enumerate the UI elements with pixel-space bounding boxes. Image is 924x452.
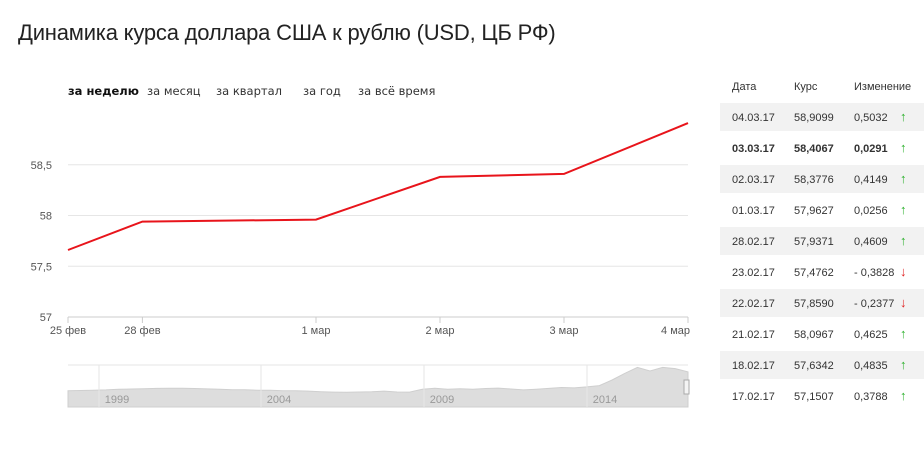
row-rate: 57,6342 — [794, 360, 834, 372]
row-change: 0,4625 — [854, 329, 888, 341]
period-quarter[interactable]: за квартал — [216, 84, 282, 98]
table-row: 23.02.17 57,4762 - 0,3828 ↓ — [720, 258, 924, 289]
row-change: 0,0291 — [854, 143, 888, 155]
table-row: 01.03.17 57,9627 0,0256 ↑ — [720, 196, 924, 227]
x-tick-label: 1 мар — [302, 325, 331, 337]
rate-table: Дата Курс Изменение 04.03.17 58,9099 0,503… — [720, 75, 924, 413]
row-rate: 57,4762 — [794, 267, 834, 279]
row-rate: 58,3776 — [794, 174, 834, 186]
row-date: 03.03.17 — [732, 143, 775, 155]
table-row: 28.02.17 57,9371 0,4609 ↑ — [720, 227, 924, 258]
row-change: 0,4609 — [854, 236, 888, 248]
arrow-up-icon: ↑ — [900, 357, 907, 372]
header-rate[interactable]: Курс — [794, 81, 818, 93]
y-axis-ticks: 57 57,5 58 58,5 — [31, 160, 52, 324]
table-header: Дата Курс Изменение — [720, 75, 924, 103]
navigator-handle — [683, 379, 690, 395]
row-change: 0,5032 — [854, 112, 888, 124]
table-row: 17.02.17 57,1507 0,3788 ↑ — [720, 382, 924, 413]
row-rate: 57,8590 — [794, 298, 834, 310]
row-rate: 57,1507 — [794, 391, 834, 403]
row-change: 0,4835 — [854, 360, 888, 372]
row-date: 21.02.17 — [732, 329, 775, 341]
period-all-time[interactable]: за всё время — [358, 84, 436, 98]
table-row: 02.03.17 58,3776 0,4149 ↑ — [720, 165, 924, 196]
series-line — [67, 122, 689, 251]
row-change: 0,0256 — [854, 205, 888, 217]
navigator-area — [67, 366, 689, 408]
x-tick-label: 28 фев — [124, 325, 160, 337]
row-rate: 58,9099 — [794, 112, 834, 124]
x-tick-label: 3 мар — [550, 325, 579, 337]
arrow-up-icon: ↑ — [900, 326, 907, 341]
arrow-down-icon: ↓ — [900, 264, 907, 279]
row-date: 23.02.17 — [732, 267, 775, 279]
usd-rub-chart: 57 57,5 58 58,5 25 фев 28 фев 1 мар 2 мар 3 мар… — [31, 122, 690, 408]
arrow-up-icon: ↑ — [900, 388, 907, 403]
x-tick-label: 25 фев — [50, 325, 86, 337]
x-tick-label: 2 мар — [426, 325, 455, 337]
row-rate: 57,9627 — [794, 205, 834, 217]
navigator-label: 2009 — [430, 394, 454, 406]
header-change[interactable]: Изменение — [854, 81, 912, 93]
row-change: - 0,2377 — [854, 298, 895, 310]
header-date[interactable]: Дата — [732, 81, 757, 93]
row-change: 0,4149 — [854, 174, 888, 186]
arrow-up-icon: ↑ — [900, 109, 907, 124]
table-row: 18.02.17 57,6342 0,4835 ↑ — [720, 351, 924, 382]
chart-grid — [68, 164, 688, 318]
row-date: 04.03.17 — [732, 112, 775, 124]
period-week[interactable]: за неделю — [68, 84, 139, 98]
x-axis-ticks: 25 фев 28 фев 1 мар 2 мар 3 мар 4 мар — [50, 317, 690, 337]
navigator-label: 1999 — [105, 394, 129, 406]
page-title: Динамика курса доллара США к рублю (USD,… — [18, 20, 556, 45]
row-change: - 0,3828 — [854, 267, 895, 279]
y-tick-label: 58 — [40, 211, 52, 223]
row-date: 28.02.17 — [732, 236, 775, 248]
period-month[interactable]: за месяц — [147, 84, 201, 98]
arrow-up-icon: ↑ — [900, 171, 907, 186]
row-date: 22.02.17 — [732, 298, 775, 310]
y-tick-label: 58,5 — [31, 160, 52, 172]
row-rate: 57,9371 — [794, 236, 834, 248]
navigator: 1999 2004 2009 2014 — [67, 364, 690, 408]
table-row: 21.02.17 58,0967 0,4625 ↑ — [720, 320, 924, 351]
series-points — [67, 123, 689, 251]
arrow-up-icon: ↑ — [900, 202, 907, 217]
period-year[interactable]: за год — [303, 84, 341, 98]
row-date: 18.02.17 — [732, 360, 775, 372]
table-body: 04.03.17 58,9099 0,5032 ↑ 03.03.17 58,4067 0,0… — [720, 103, 924, 413]
navigator-label: 2014 — [593, 394, 617, 406]
row-rate: 58,0967 — [794, 329, 834, 341]
row-change: 0,3788 — [854, 391, 888, 403]
arrow-up-icon: ↑ — [900, 233, 907, 248]
x-tick-label: 4 мар — [661, 325, 690, 337]
row-rate: 58,4067 — [794, 143, 834, 155]
table-row: 03.03.17 58,4067 0,0291 ↑ — [720, 134, 924, 165]
table-row: 04.03.17 58,9099 0,5032 ↑ — [720, 103, 924, 134]
table-row: 22.02.17 57,8590 - 0,2377 ↓ — [720, 289, 924, 320]
row-date: 01.03.17 — [732, 205, 775, 217]
y-tick-label: 57 — [40, 312, 52, 324]
arrow-down-icon: ↓ — [900, 295, 907, 310]
navigator-label: 2004 — [267, 394, 291, 406]
row-date: 02.03.17 — [732, 174, 775, 186]
arrow-up-icon: ↑ — [900, 140, 907, 155]
row-date: 17.02.17 — [732, 391, 775, 403]
y-tick-label: 57,5 — [31, 261, 52, 273]
